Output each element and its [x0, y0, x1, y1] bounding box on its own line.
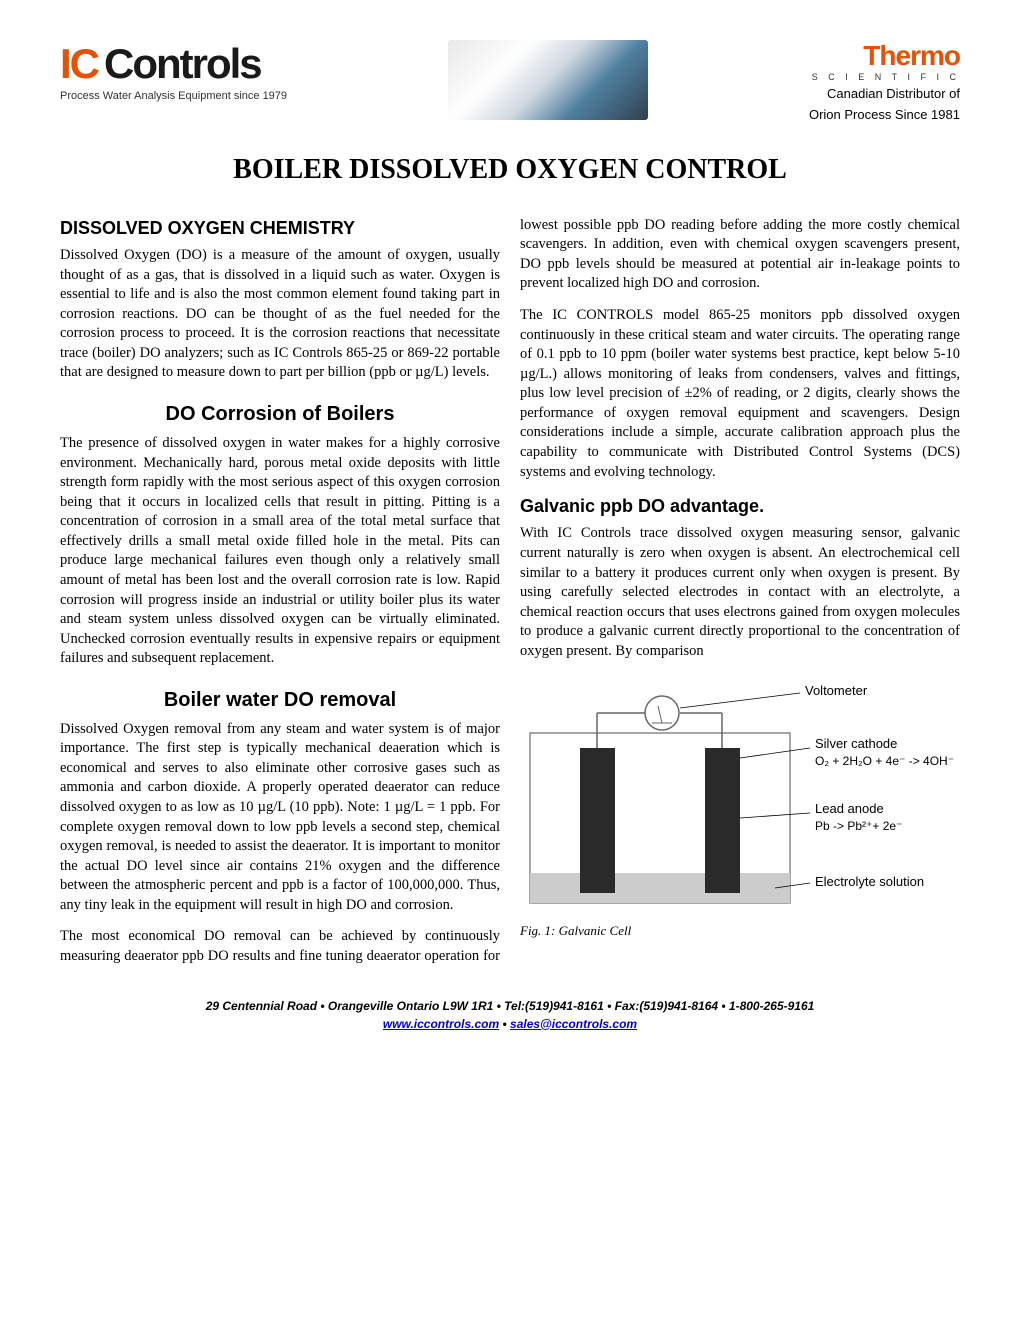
para-galvanic: With IC Controls trace dissolved oxygen … [520, 524, 960, 661]
logo-iccontrols: IC Controls Process Water Analysis Equip… [60, 40, 287, 102]
para-do-removal-3: The IC CONTROLS model 865-25 monitors pp… [520, 306, 960, 482]
heading-do-removal: Boiler water DO removal [60, 687, 500, 714]
logo-center-image [448, 40, 648, 120]
para-do-corrosion: The presence of dissolved oxygen in wate… [60, 434, 500, 669]
logo-controls-black: Controls [104, 40, 261, 88]
footer-sep: • [499, 1017, 510, 1031]
footer-links: www.iccontrols.com • sales@iccontrols.co… [60, 1015, 960, 1033]
para-do-chemistry: Dissolved Oxygen (DO) is a measure of th… [60, 246, 500, 383]
label-cathode-title: Silver cathode [815, 736, 897, 751]
heading-do-chemistry: DISSOLVED OXYGEN CHEMISTRY [60, 216, 500, 240]
heading-do-corrosion: DO Corrosion of Boilers [60, 401, 500, 428]
thermo-desc-2: Orion Process Since 1981 [809, 107, 960, 124]
figure-caption: Fig. 1: Galvanic Cell [520, 922, 960, 940]
thermo-sub: S C I E N T I F I C [809, 72, 960, 82]
thermo-desc-1: Canadian Distributor of [809, 86, 960, 103]
page-footer: 29 Centennial Road • Orangeville Ontario… [60, 997, 960, 1033]
label-electrolyte: Electrolyte solution [815, 874, 924, 889]
heading-galvanic: Galvanic ppb DO advantage. [520, 494, 960, 518]
footer-email-link[interactable]: sales@iccontrols.com [510, 1017, 637, 1031]
thermo-brand: Thermo [809, 40, 960, 72]
page-header: IC Controls Process Water Analysis Equip… [60, 40, 960, 124]
galvanic-cell-diagram: Voltometer Silver cathode O₂ + 2H₂O + 4e… [520, 673, 960, 913]
label-anode-title: Lead anode [815, 801, 884, 816]
figure-galvanic-cell: Voltometer Silver cathode O₂ + 2H₂O + 4e… [520, 673, 960, 939]
footer-address: 29 Centennial Road • Orangeville Ontario… [60, 997, 960, 1015]
content-columns: DISSOLVED OXYGEN CHEMISTRY Dissolved Oxy… [60, 216, 960, 967]
label-cathode-eq: O₂ + 2H₂O + 4e⁻ -> 4OH⁻ [815, 754, 954, 768]
logo-ic-orange: IC [60, 40, 98, 88]
footer-website-link[interactable]: www.iccontrols.com [383, 1017, 499, 1031]
logo-tagline: Process Water Analysis Equipment since 1… [60, 90, 287, 102]
logo-ic-text: IC Controls [60, 40, 287, 88]
label-voltometer: Voltometer [805, 683, 868, 698]
main-title: BOILER DISSOLVED OXYGEN CONTROL [60, 154, 960, 186]
para-do-removal-1: Dissolved Oxygen removal from any steam … [60, 720, 500, 916]
logo-thermo: Thermo S C I E N T I F I C Canadian Dist… [809, 40, 960, 124]
label-anode-eq: Pb -> Pb²⁺+ 2e⁻ [815, 819, 902, 833]
